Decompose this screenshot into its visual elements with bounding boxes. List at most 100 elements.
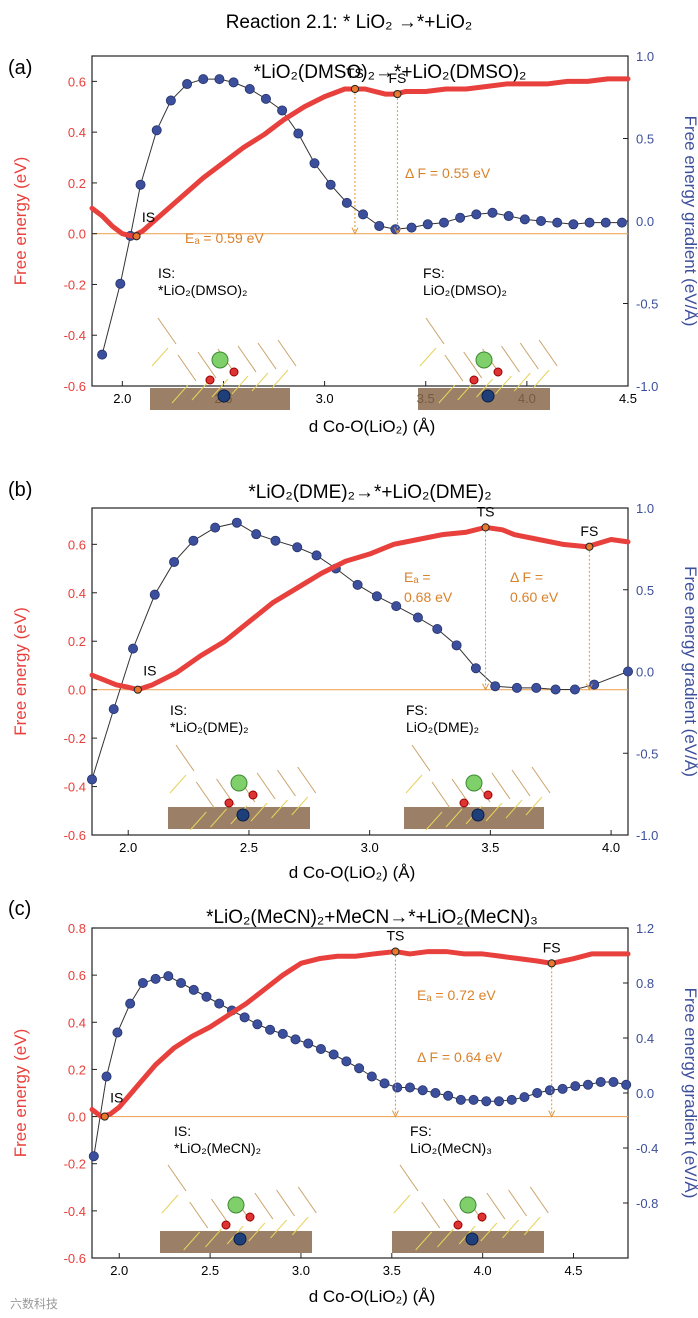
solvent-stick bbox=[270, 1219, 287, 1239]
gradient-point bbox=[163, 971, 174, 982]
solvent-stick bbox=[425, 317, 445, 345]
gradient-point bbox=[511, 682, 522, 693]
solvent-stick bbox=[480, 1222, 498, 1242]
y-tick-label: 0.2 bbox=[68, 634, 86, 649]
gradient-point bbox=[404, 1082, 415, 1093]
gradient-point bbox=[358, 209, 369, 220]
y-axis-label: Free energy (eV) bbox=[11, 157, 30, 286]
panel-c: (c) *LiO₂(MeCN)₂+MeCN→*+LiO₂(MeCN)₃ 2.0 2.5… bbox=[8, 898, 698, 1306]
gradient-point bbox=[277, 1028, 288, 1039]
gradient-point bbox=[371, 591, 382, 602]
is-structure-image bbox=[160, 1164, 317, 1253]
drop-arrow bbox=[482, 683, 489, 691]
gradient-point bbox=[201, 991, 212, 1002]
lithium-atom bbox=[211, 351, 229, 369]
x-tick-label: 4.5 bbox=[619, 391, 637, 406]
x-axis-label: d Co-O(LiO₂) (Å) bbox=[289, 863, 416, 882]
gradient-point bbox=[595, 1077, 606, 1088]
gradient-point bbox=[260, 93, 271, 104]
solvent-stick bbox=[211, 378, 229, 398]
x-axis-label: d Co-O(LiO₂) (Å) bbox=[309, 1287, 436, 1306]
solvent-stick bbox=[183, 1231, 201, 1251]
reaction-energy-label: Δ F = 0.55 eV bbox=[405, 165, 491, 181]
solvent-stick bbox=[291, 1216, 309, 1236]
solvent-stick bbox=[476, 378, 493, 398]
gradient-point bbox=[570, 1081, 581, 1092]
x-tick-label: 3.5 bbox=[383, 1263, 401, 1278]
gradient-point bbox=[506, 1094, 517, 1105]
solvent-stick bbox=[463, 351, 483, 379]
activation-energy-label: Eₐ = 0.59 eV bbox=[185, 230, 264, 246]
drop-arrow bbox=[393, 227, 401, 235]
solvent-stick bbox=[457, 381, 475, 401]
gradient-point bbox=[493, 1096, 504, 1107]
gradient-point bbox=[430, 1088, 441, 1099]
solvent-stick bbox=[157, 317, 177, 345]
solvent-stick bbox=[254, 1192, 274, 1220]
gradient-point bbox=[550, 684, 561, 695]
x-tick-label: 3.5 bbox=[481, 840, 499, 855]
fs-structure-label: FS: bbox=[410, 1123, 432, 1139]
y2-tick-label: -1.0 bbox=[636, 379, 658, 394]
solvent-stick bbox=[538, 339, 558, 367]
solvent-stick bbox=[171, 384, 189, 404]
y-tick-label: 0.6 bbox=[68, 74, 86, 89]
gradient-point bbox=[277, 105, 288, 116]
gradient-point bbox=[451, 640, 462, 651]
x-tick-label: 2.0 bbox=[110, 1263, 128, 1278]
fs-structure-label: FS: bbox=[406, 702, 428, 718]
gradient-point bbox=[182, 79, 193, 90]
solvent-stick bbox=[529, 1186, 549, 1214]
y-tick-label: 0.4 bbox=[68, 1015, 86, 1030]
gradient-point bbox=[176, 978, 187, 989]
solvent-stick bbox=[431, 781, 451, 809]
marker-is bbox=[100, 1112, 109, 1121]
gradient-point bbox=[519, 214, 530, 225]
figure-title: Reaction 2.1: * LiO₂ →*+LiO₂ bbox=[226, 12, 473, 33]
y2-tick-label: 0.0 bbox=[636, 1086, 654, 1101]
gradient-point bbox=[198, 74, 209, 85]
gradient-point bbox=[165, 95, 176, 106]
gradient-point bbox=[135, 179, 146, 190]
marker-label-ts: TS bbox=[386, 928, 404, 944]
y-axis-label: Free energy (eV) bbox=[11, 607, 30, 736]
y2-tick-label: -0.4 bbox=[636, 1141, 658, 1156]
fs-structure-image bbox=[404, 744, 551, 831]
fs-structure-image bbox=[392, 1164, 549, 1253]
y-tick-label: 0.0 bbox=[68, 683, 86, 698]
marker-is bbox=[132, 232, 141, 241]
marker-label-fs: FS bbox=[388, 70, 406, 86]
y2-tick-label: -0.5 bbox=[636, 297, 658, 312]
marker-label-is: IS bbox=[110, 1090, 123, 1106]
panel-b: (b) *LiO₂(DME)₂→*+LiO₂(DME)₂ 2.0 2.5 3.0 3.5 4… bbox=[8, 479, 698, 882]
y-tick-label: -0.2 bbox=[64, 731, 86, 746]
gradient-point bbox=[151, 125, 162, 136]
oxygen-atom bbox=[248, 790, 258, 800]
solvent-stick bbox=[532, 369, 550, 389]
x-tick-label: 2.0 bbox=[113, 391, 131, 406]
gradient-point bbox=[623, 666, 634, 677]
solvent-stick bbox=[502, 1219, 519, 1239]
gradient-point bbox=[341, 1056, 352, 1067]
gradient-point bbox=[88, 1151, 99, 1162]
fs-structure-formula: LiO₂(DMSO)₂ bbox=[423, 282, 507, 298]
y2-tick-label: 1.2 bbox=[636, 921, 654, 936]
gradient-point bbox=[128, 643, 139, 654]
gradient-point bbox=[438, 217, 449, 228]
y-axis-label: Free energy (eV) bbox=[11, 1029, 30, 1158]
solvent-stick bbox=[291, 796, 309, 816]
y2-axis-label: Free energy gradient (eV/Å) bbox=[681, 566, 698, 777]
gradient-point bbox=[557, 1083, 568, 1094]
y2-tick-label: 0.0 bbox=[636, 214, 654, 229]
drop-arrow bbox=[391, 1110, 399, 1118]
free-energy-series-line bbox=[89, 949, 631, 1120]
oxygen-atom bbox=[205, 375, 215, 385]
oxygen-atom bbox=[229, 367, 239, 377]
solvent-stick bbox=[271, 369, 289, 389]
gradient-point bbox=[536, 215, 547, 226]
solvent-stick bbox=[419, 347, 437, 367]
gradient-point bbox=[583, 1079, 594, 1090]
solvent-stick bbox=[167, 1164, 187, 1192]
panel-a: (a)*LiO₂(DMSO)₂→*+LiO₂(DMSO)₂2.02.53.03.… bbox=[8, 49, 698, 436]
gradient-point bbox=[290, 1034, 301, 1045]
